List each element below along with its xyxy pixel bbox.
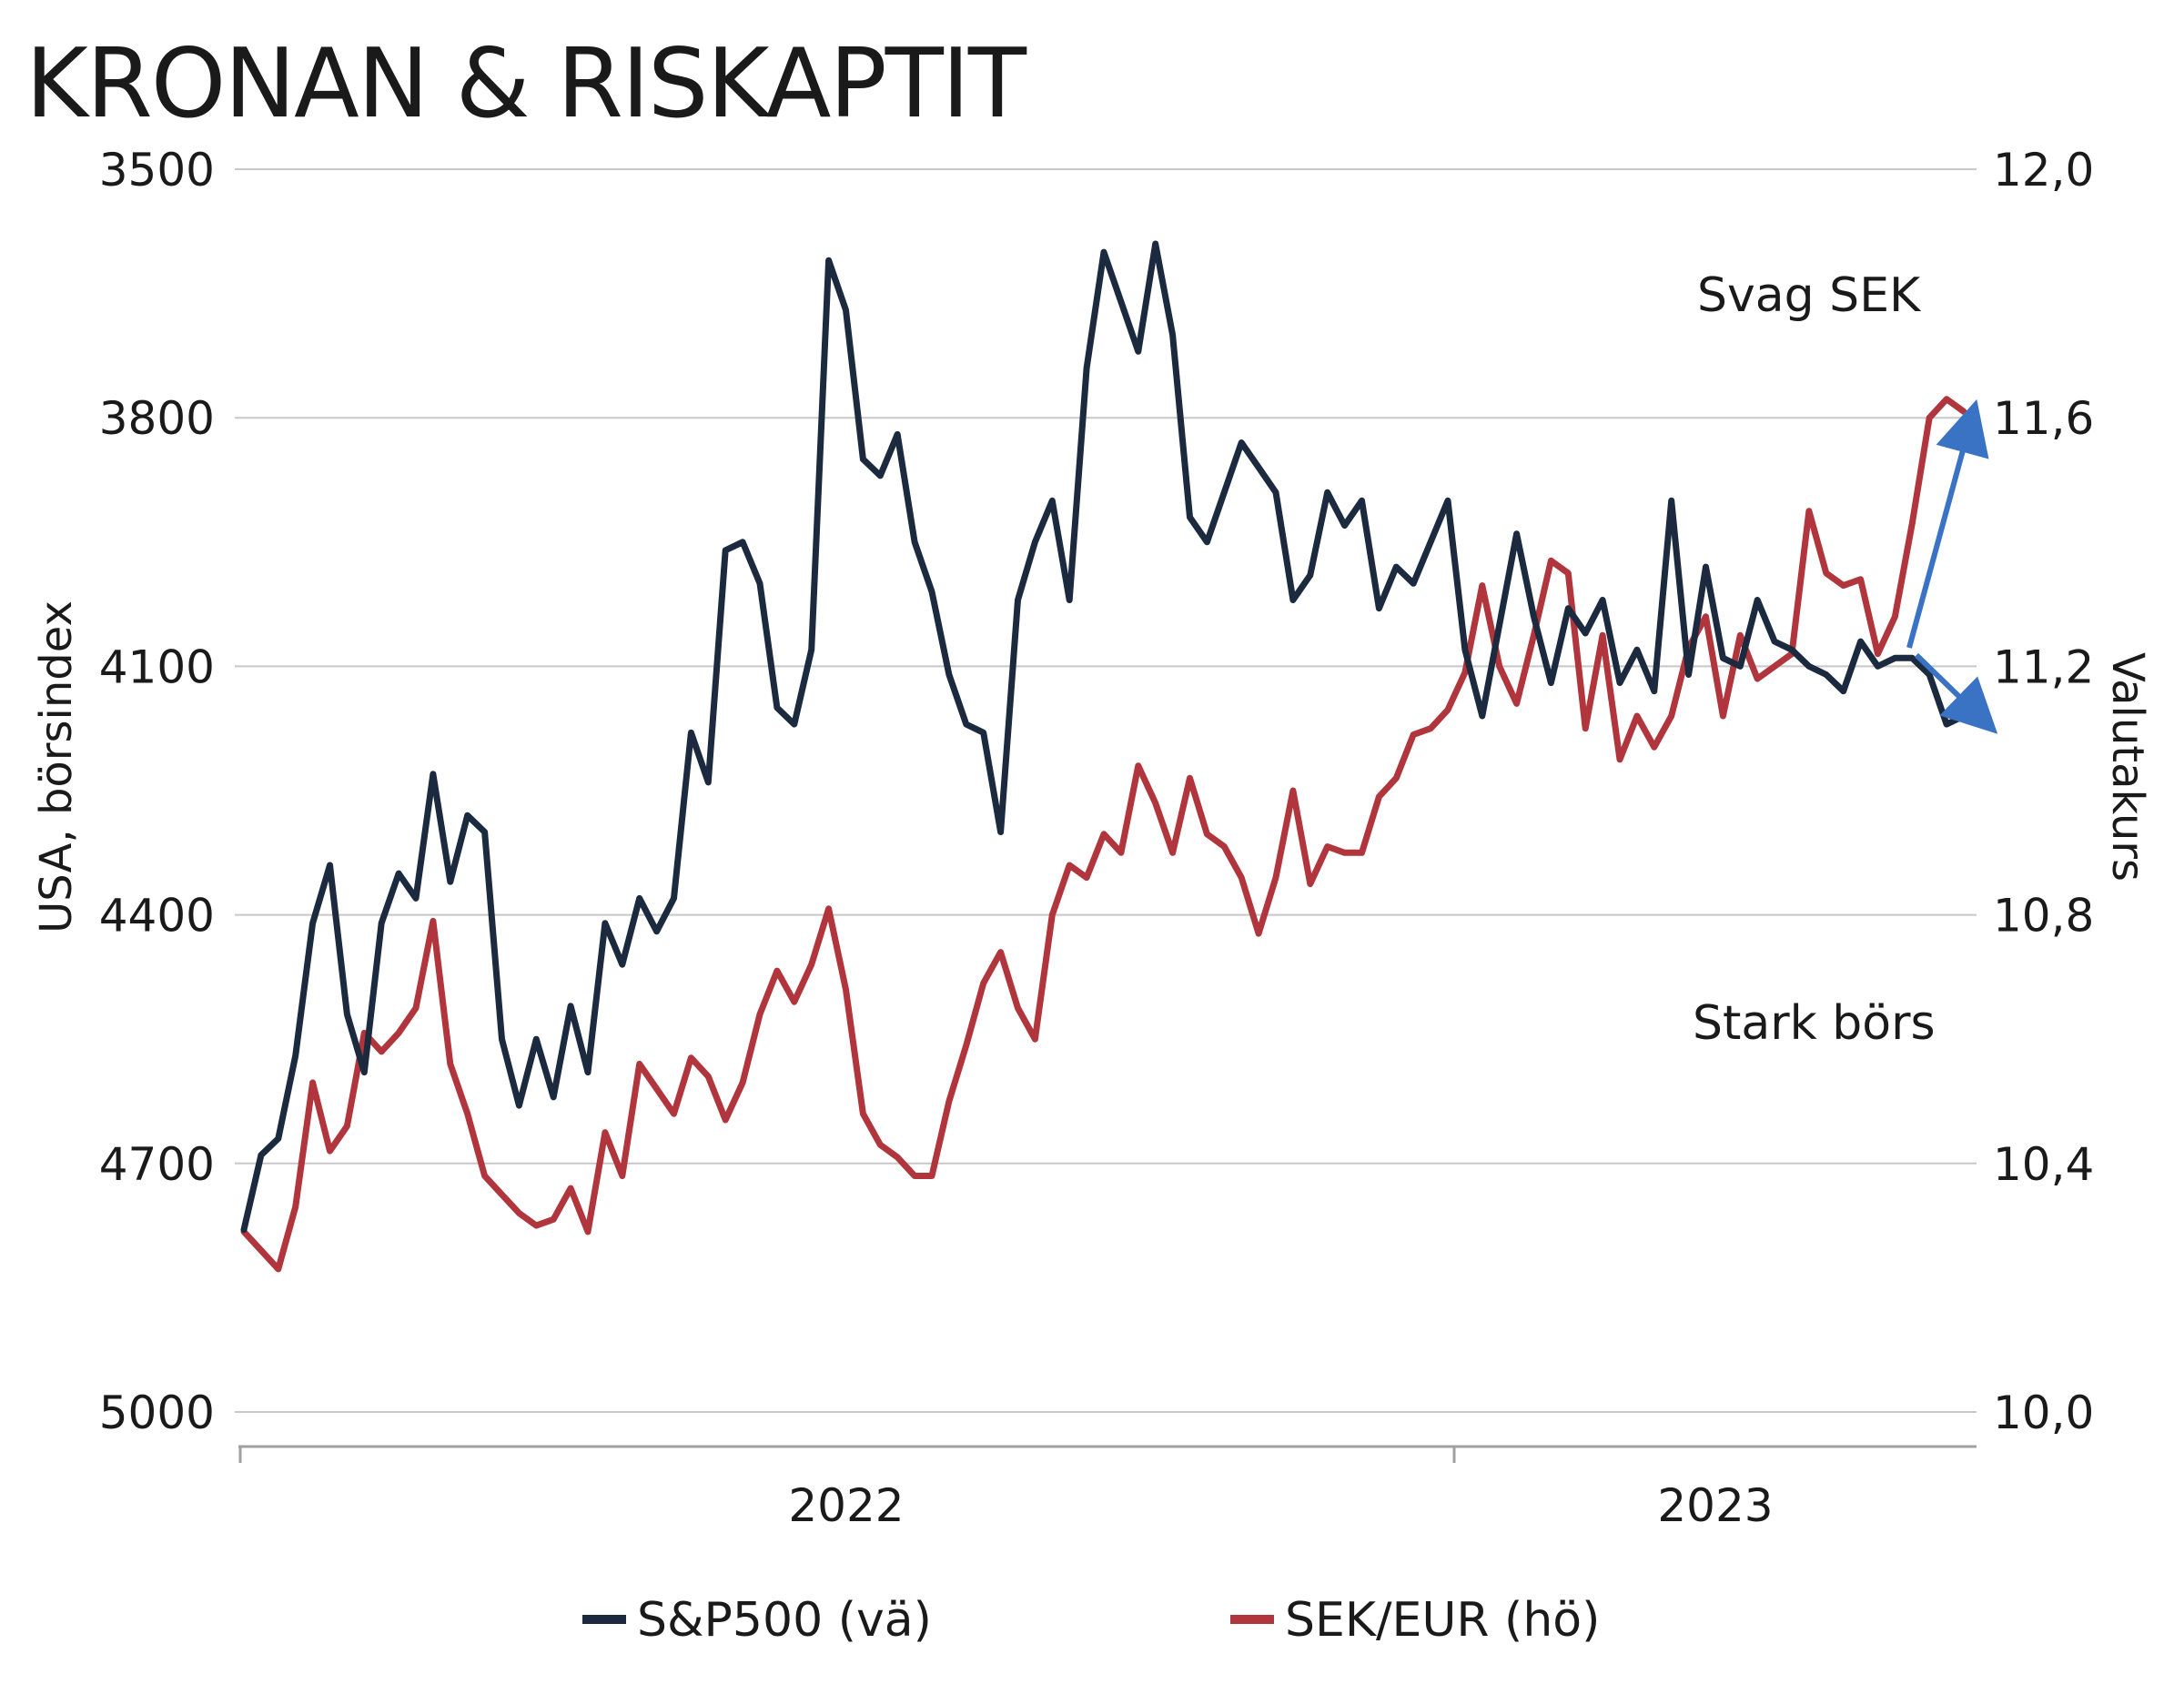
left-tick-label: 4700 [99,1138,215,1191]
right-tick-label: 12,0 [1993,144,2094,197]
series-lines [240,240,1967,1273]
left-tick-label: 3800 [99,392,215,445]
left-tick-label: 3500 [99,144,215,197]
trend-arrows [1906,398,1998,734]
right-axis-label: Valutakurs [2102,652,2153,882]
right-tick-label: 10,0 [1993,1387,2094,1439]
legend-label-sekeur: SEK/EUR (hö) [1285,1593,1600,1648]
left-tick-label: 4400 [99,890,215,943]
annotation-stark-bors: Stark börs [1693,996,1936,1051]
left-tick-label: 5000 [99,1387,215,1439]
arrow-down [1914,652,1998,734]
right-tick-label: 10,4 [1993,1138,2094,1191]
series-line-sp500 [240,240,1967,1234]
right-tick-label: 10,8 [1993,890,2094,943]
chart-title: KRONAN & RISKAPTIT [25,28,1027,139]
right-tick-label: 11,6 [1993,392,2094,445]
left-axis-label: USA, börsindex [31,600,82,933]
x-tick-label: 2022 [788,1479,904,1532]
annotation-svag-sek: Svag SEK [1697,268,1922,323]
series-line-sekeur [240,396,1967,1273]
right-tick-label: 11,2 [1993,640,2094,693]
legend-label-sp500: S&P500 (vä) [637,1593,932,1648]
axis-ticks: 3500 12,0 3800 11,6 4100 11,2 4400 10,8 4700 10,4… [99,144,2095,1532]
arrow-up [1906,398,1989,649]
left-tick-label: 4100 [99,640,215,693]
legend: S&P500 (vä) SEK/EUR (hö) [582,1593,1600,1648]
gridlines [235,168,1977,1463]
x-tick-label: 2023 [1657,1479,1773,1532]
